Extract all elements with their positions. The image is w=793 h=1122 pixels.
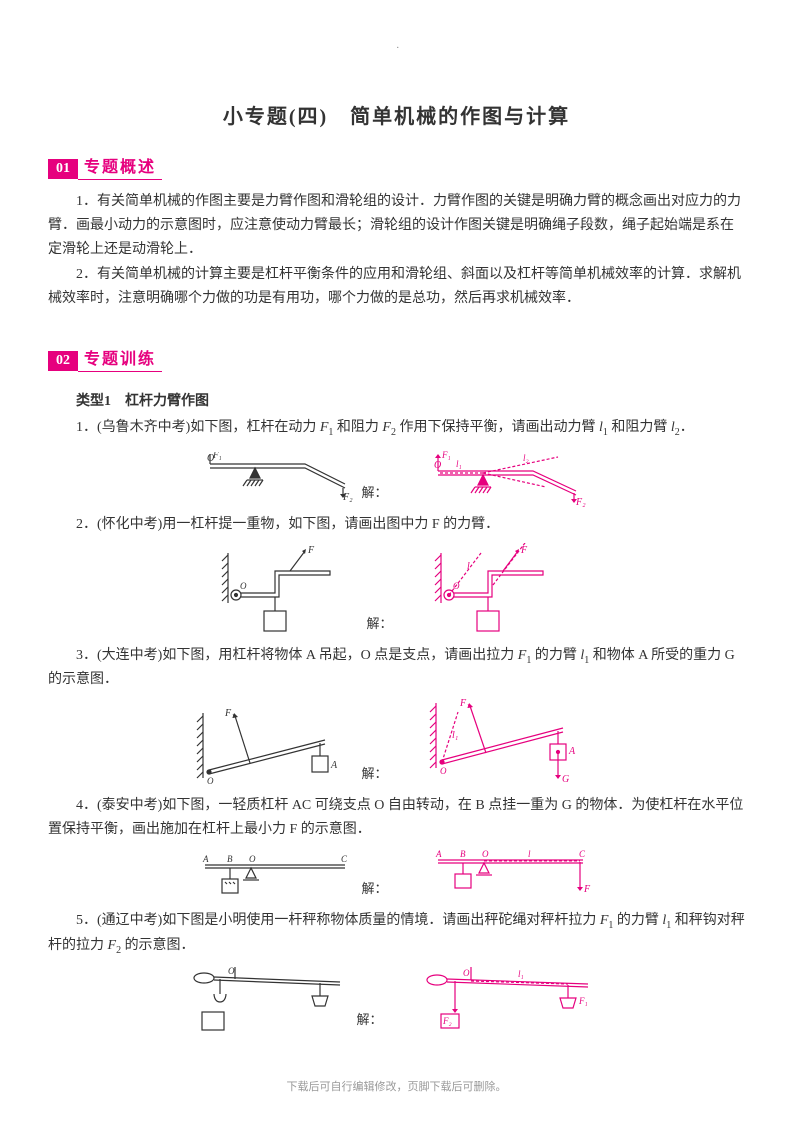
svg-text:F: F	[307, 545, 315, 556]
svg-text:A: A	[330, 760, 338, 771]
type1-heading: 类型1 杠杆力臂作图	[76, 390, 745, 410]
overview-para-1: 1．有关简单机械的作图主要是力臂作图和滑轮组的设计．力臂作图的关键是明确力臂的概…	[48, 190, 745, 261]
svg-text:A: A	[435, 849, 442, 859]
q5-suffix: 的示意图．	[121, 938, 195, 953]
q2-figures: F O 解： F l O	[48, 543, 745, 638]
q2-fig-left: F O 解：	[220, 543, 392, 638]
badge-num-01: 01	[48, 159, 78, 179]
question-3: 3．(大连中考)如下图，用杠杆将物体 A 吊起，O 点是支点，请画出拉力 F1 …	[48, 644, 745, 693]
svg-text:O: O	[453, 581, 460, 591]
q5-figures: O 解： O l₁ F₁	[48, 964, 745, 1034]
q1-figures: O F₂ F₁ 解： O l₁ l₂	[48, 447, 745, 507]
q5-diagram-left: O	[190, 964, 350, 1034]
question-4: 4．(泰安中考)如下图，一轻质杠杆 AC 可绕支点 O 自由转动，在 B 点挂一…	[48, 794, 745, 842]
q3-fig-left: O F₁ A 解：	[195, 708, 387, 788]
svg-text:B: B	[460, 849, 466, 859]
svg-text:A: A	[568, 746, 576, 757]
svg-text:l: l	[467, 561, 470, 572]
q3-prefix: 3．(大连中考)如下图，用杠杆将物体 A 吊起，O 点是支点，请画出拉力	[76, 648, 518, 663]
q3-diagram-right: O F₁ l₁ A G	[428, 698, 598, 788]
section-02-badge: 02专题训练	[48, 343, 162, 372]
q1-F2: F	[382, 420, 391, 435]
badge-text-02: 专题训练	[78, 343, 162, 372]
q5-fig-left: O 解：	[190, 964, 382, 1034]
q4-fig-left: A B O C 解：	[195, 853, 387, 903]
q4-figures: A B O C 解： A B O C	[48, 848, 745, 903]
svg-text:O: O	[249, 854, 256, 864]
svg-text:O: O	[463, 968, 470, 978]
svg-text:F₂: F₂	[342, 492, 353, 503]
q1-fig-left: O F₂ F₁ 解：	[205, 452, 387, 507]
svg-text:O: O	[207, 776, 214, 786]
q1-suffix: ．	[680, 420, 694, 435]
q1-mid1: 和阻力	[333, 420, 382, 435]
q1-solution-label: 解：	[361, 482, 387, 501]
svg-text:F₁: F₁	[459, 698, 470, 709]
section-01-badge: 01专题概述	[48, 151, 162, 180]
q4-diagram-left: A B O C	[195, 853, 355, 903]
q2-diagram-left: F O	[220, 543, 360, 638]
svg-text:C: C	[579, 849, 586, 859]
svg-text:C: C	[341, 854, 348, 864]
q5-diagram-right: O l₁ F₁ F₂	[423, 964, 603, 1034]
q1-text: 1．(乌鲁木齐中考)如下图，杠杆在动力	[76, 420, 320, 435]
q4-fig-right: A B O C l F	[428, 848, 598, 903]
q1-mid3: 和阻力臂	[608, 420, 671, 435]
question-5: 5．(通辽中考)如下图是小明使用一杆秤称物体质量的情境．请画出秤砣绳对秤杆拉力 …	[48, 909, 745, 959]
q5-F2: F	[108, 938, 117, 953]
svg-text:A: A	[202, 854, 209, 864]
svg-text:l₁: l₁	[452, 730, 458, 741]
svg-text:l₁: l₁	[518, 969, 524, 979]
svg-text:F₁: F₁	[578, 996, 588, 1006]
q2-fig-right: F l O	[433, 543, 573, 638]
q1-fig-right: O l₁ l₂ F₁ F₂	[428, 447, 588, 507]
svg-text:l: l	[528, 849, 531, 859]
svg-text:F: F	[583, 884, 591, 895]
q1-diagram-right: O l₁ l₂ F₁ F₂	[428, 447, 588, 507]
svg-text:F: F	[520, 545, 528, 556]
page-footer: 下载后可自行编辑修改，页脚下载后可删除。	[0, 1078, 793, 1094]
q3-fig-right: O F₁ l₁ A G	[428, 698, 598, 788]
q4-solution-label: 解：	[361, 878, 387, 897]
q3-mid: 的力臂	[531, 648, 580, 663]
q1-diagram-left: O F₂ F₁	[205, 452, 355, 507]
svg-text:F₁: F₁	[441, 450, 451, 460]
svg-text:l₁: l₁	[456, 459, 462, 469]
svg-text:F₂: F₂	[442, 1016, 452, 1026]
q2-diagram-right: F l O	[433, 543, 573, 638]
q5-mid: 的力臂	[613, 913, 662, 928]
q5-prefix: 5．(通辽中考)如下图是小明使用一杆秤称物体质量的情境．请画出秤砣绳对秤杆拉力	[76, 913, 600, 928]
top-mark: .	[397, 40, 400, 51]
svg-text:G: G	[562, 774, 569, 785]
svg-text:O: O	[240, 581, 247, 591]
q4-diagram-right: A B O C l F	[428, 848, 598, 903]
q1-mid2: 作用下保持平衡，请画出动力臂	[396, 420, 599, 435]
q5-solution-label: 解：	[356, 1009, 382, 1028]
svg-text:F₂: F₂	[575, 497, 586, 507]
page-title: 小专题(四) 简单机械的作图与计算	[48, 100, 745, 129]
svg-text:O: O	[228, 966, 235, 976]
q3-solution-label: 解：	[361, 763, 387, 782]
question-1: 1．(乌鲁木齐中考)如下图，杠杆在动力 F1 和阻力 F2 作用下保持平衡，请画…	[48, 416, 745, 441]
q5-fig-right: O l₁ F₁ F₂	[423, 964, 603, 1034]
svg-text:F₁: F₁	[224, 708, 235, 719]
q2-solution-label: 解：	[366, 613, 392, 632]
overview-para-2: 2．有关简单机械的计算主要是杠杆平衡条件的应用和滑轮组、斜面以及杠杆等简单机械效…	[48, 263, 745, 311]
q3-figures: O F₁ A 解： O F₁ l₁	[48, 698, 745, 788]
svg-text:B: B	[227, 854, 233, 864]
q3-diagram-left: O F₁ A	[195, 708, 355, 788]
svg-text:O: O	[440, 766, 447, 776]
svg-text:l₂: l₂	[523, 453, 529, 463]
question-2: 2．(怀化中考)用一杠杆提一重物，如下图，请画出图中力 F 的力臂．	[48, 513, 745, 537]
svg-text:O: O	[482, 849, 489, 859]
badge-text-01: 专题概述	[78, 151, 162, 180]
svg-text:F₁: F₁	[212, 452, 222, 460]
badge-num-02: 02	[48, 351, 78, 371]
